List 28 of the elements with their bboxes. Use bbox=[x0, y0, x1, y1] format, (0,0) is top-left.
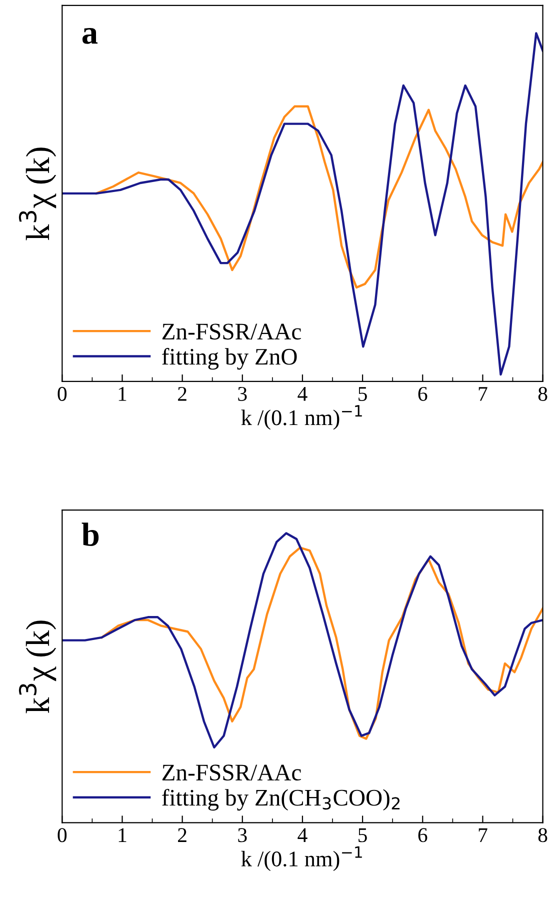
x-tick-label: 2 bbox=[178, 828, 186, 842]
x-tick-label: 4 bbox=[298, 387, 308, 401]
x-tick-label: 0 bbox=[58, 828, 67, 842]
y-axis-title: k$^{3}$χ (k) bbox=[18, 148, 56, 240]
chart-title: a bbox=[82, 28, 98, 44]
x-tick-label: 4 bbox=[298, 828, 308, 842]
x-tick-label: 3 bbox=[238, 386, 247, 401]
x-tick-label: 8 bbox=[538, 386, 548, 401]
legend-label: fitting by Zn(CH$_{3}$COO)$_{2}$ bbox=[162, 788, 400, 811]
x-axis-title: k /(0.1 nm)$^{−1}$ bbox=[241, 846, 362, 871]
x-tick-label: 1 bbox=[118, 386, 126, 401]
x-tick-label: 8 bbox=[538, 828, 548, 842]
x-tick-label: 5 bbox=[358, 828, 367, 842]
x-tick-label: 6 bbox=[418, 386, 428, 401]
y-axis-title: k$^{3}$χ (k) bbox=[18, 620, 56, 714]
x-tick-label: 2 bbox=[178, 386, 186, 401]
legend-label: Zn-FSSR/AAc bbox=[162, 764, 301, 781]
legend-label: Zn-FSSR/AAc bbox=[162, 324, 301, 340]
chart-title: b bbox=[82, 522, 99, 546]
x-tick-label: 6 bbox=[418, 828, 428, 842]
x-tick-label: 0 bbox=[58, 386, 67, 401]
x-tick-label: 3 bbox=[238, 828, 247, 842]
legend-label: fitting by ZnO bbox=[162, 348, 297, 370]
x-axis-title: k /(0.1 nm)$^{−1}$ bbox=[241, 405, 362, 430]
x-tick-label: 1 bbox=[118, 828, 126, 842]
x-tick-label: 7 bbox=[478, 387, 488, 401]
x-tick-label: 7 bbox=[478, 828, 488, 842]
x-tick-label: 5 bbox=[358, 387, 367, 401]
